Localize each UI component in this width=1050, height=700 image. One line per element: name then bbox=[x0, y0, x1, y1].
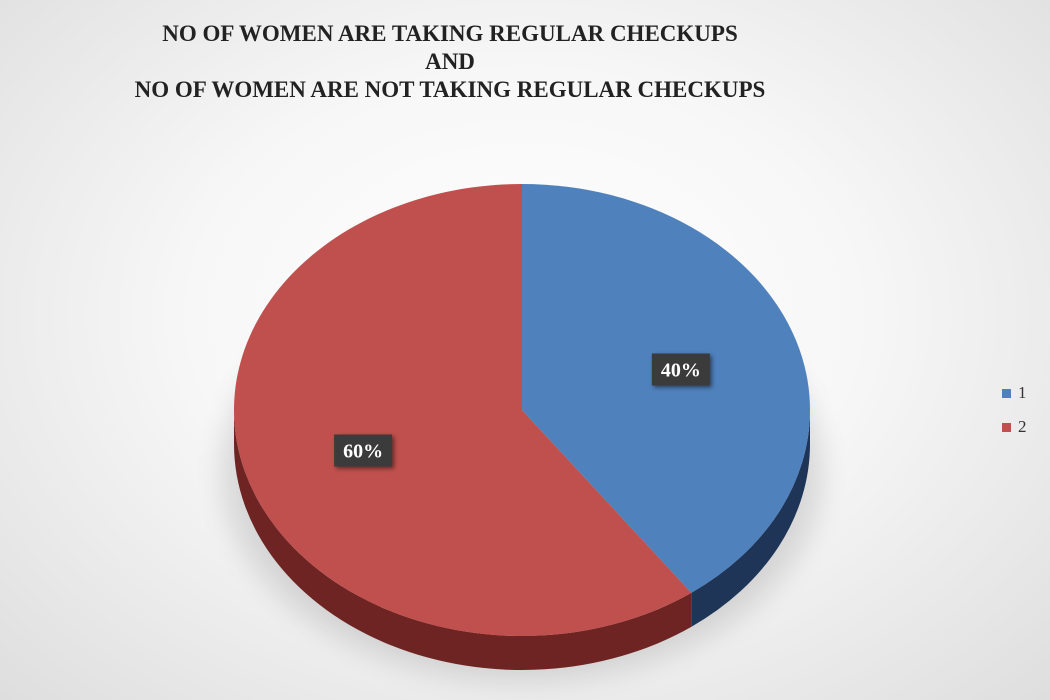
legend-label-2: 2 bbox=[1018, 417, 1027, 436]
pie-side-layer bbox=[234, 410, 810, 671]
pie-slice-1[interactable] bbox=[522, 184, 811, 593]
data-label-text-2: 60% bbox=[343, 441, 383, 463]
legend-item-1[interactable]: 1 bbox=[1002, 376, 1027, 410]
title-line-3: NO OF WOMEN ARE NOT TAKING REGULAR CHECK… bbox=[134, 77, 766, 102]
pie-side-2 bbox=[234, 410, 692, 671]
chart-title: NO OF WOMEN ARE TAKING REGULAR CHECKUPS … bbox=[0, 20, 900, 104]
title-line-1: NO OF WOMEN ARE TAKING REGULAR CHECKUPS bbox=[162, 21, 738, 46]
legend-label-1: 1 bbox=[1018, 383, 1027, 402]
title-line-2: AND bbox=[425, 49, 475, 74]
legend: 1 2 bbox=[1002, 376, 1027, 444]
pie-data-labels: 40% 60% bbox=[334, 353, 710, 467]
data-label-box-1 bbox=[651, 353, 710, 386]
legend-swatch-2 bbox=[1002, 422, 1011, 432]
legend-item-2[interactable]: 2 bbox=[1002, 410, 1027, 444]
data-label-box-2 bbox=[334, 434, 393, 467]
pie-slice-2[interactable] bbox=[234, 184, 692, 636]
pie-side-1 bbox=[691, 410, 810, 627]
data-label-text-1: 40% bbox=[661, 359, 701, 381]
data-label-1: 40% bbox=[651, 353, 710, 386]
pie-top-layer bbox=[234, 184, 811, 636]
legend-swatch-1 bbox=[1002, 388, 1011, 398]
data-label-2: 60% bbox=[334, 434, 393, 467]
